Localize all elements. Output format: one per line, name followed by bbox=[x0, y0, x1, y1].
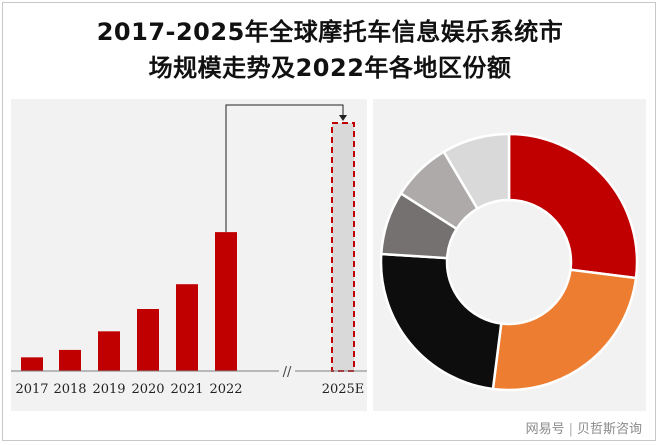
donut-slice-1 bbox=[507, 132, 639, 280]
title-line-1: 2017-2025年全球摩托车信息娱乐系统市 bbox=[96, 18, 564, 46]
watermark: 网易号 | 贝哲斯咨询 bbox=[526, 418, 642, 437]
chart-title: 2017-2025年全球摩托车信息娱乐系统市 场规模走势及2022年各地区份额 bbox=[0, 14, 660, 86]
x-tick-label: 2021 bbox=[170, 382, 203, 397]
bar-2019 bbox=[98, 331, 120, 371]
growth-connector bbox=[225, 104, 344, 233]
x-tick-label: 2018 bbox=[53, 382, 86, 397]
x-tick-label: 2025E bbox=[322, 382, 365, 397]
connector-arrowhead bbox=[339, 115, 347, 121]
bar-2022 bbox=[215, 232, 237, 371]
watermark-separator: | bbox=[568, 422, 573, 437]
bar-chart: 2017 2018 2019 2020 2021 2022 2025E // bbox=[11, 104, 367, 397]
bar-2017 bbox=[21, 357, 43, 371]
donut-chart-panel bbox=[373, 99, 646, 411]
bar-2025e bbox=[331, 122, 355, 372]
axis-break-mark: // bbox=[283, 365, 292, 380]
title-line-2: 场规模走势及2022年各地区份额 bbox=[148, 54, 512, 82]
donut-chart bbox=[379, 132, 639, 392]
x-tick-label: 2020 bbox=[131, 382, 164, 397]
chart-frame bbox=[2, 2, 656, 441]
bar-chart-panel: 2017 2018 2019 2020 2021 2022 2025E // bbox=[11, 99, 367, 411]
bar-2018 bbox=[59, 349, 81, 371]
bar-2020 bbox=[137, 309, 159, 371]
watermark-platform: 网易号 bbox=[525, 422, 565, 437]
donut-slice-2 bbox=[491, 268, 638, 392]
donut-slice-6 bbox=[442, 132, 511, 211]
donut-slice-3 bbox=[379, 252, 503, 391]
x-tick-label: 2017 bbox=[15, 382, 48, 397]
x-tick-label: 2022 bbox=[209, 382, 242, 397]
x-tick-label: 2019 bbox=[92, 382, 125, 397]
bar-2021 bbox=[176, 284, 198, 371]
watermark-author: 贝哲斯咨询 bbox=[576, 422, 642, 437]
